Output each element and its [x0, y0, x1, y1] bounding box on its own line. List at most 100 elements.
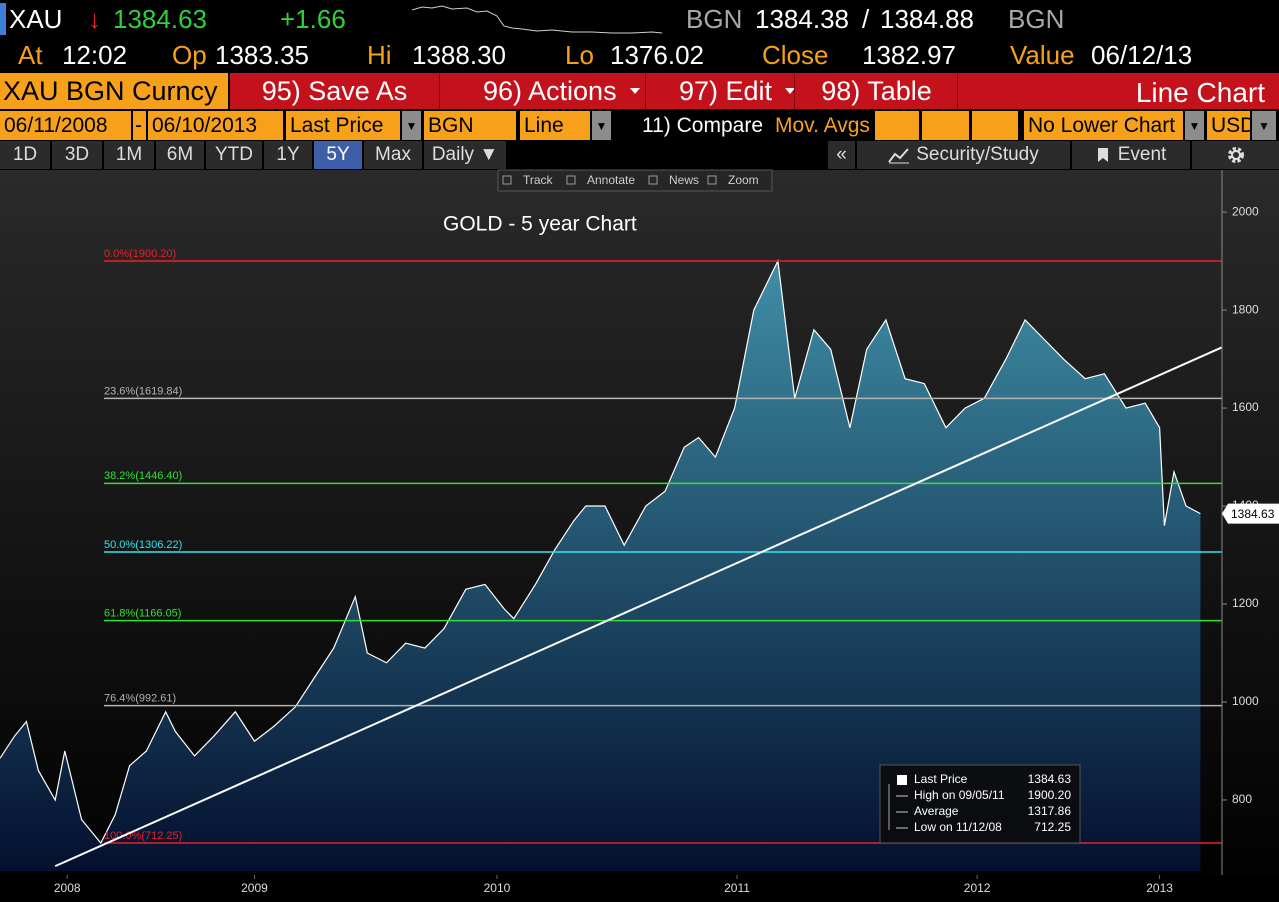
field-select[interactable]: Last Price [286, 111, 400, 140]
legend-frame [879, 764, 1081, 844]
dropdown-arrow[interactable]: ▼ [402, 111, 421, 140]
trendline [54, 346, 1223, 868]
fib-label: 23.6%(1619.84) [104, 385, 182, 397]
actions-button[interactable]: 96) Actions [441, 73, 646, 109]
low-label: Lo [565, 40, 594, 70]
net-change: +1.66 [280, 4, 346, 34]
lower-chart-select[interactable]: No Lower Chart [1024, 111, 1183, 140]
toolbar-icon [566, 175, 576, 185]
security-study-button[interactable]: Security/Study [857, 141, 1070, 169]
fib-label: 61.8%(1166.05) [104, 608, 181, 620]
security-field[interactable]: XAU BGN Curncy [0, 73, 228, 109]
mov-avgs-label: Mov. Avgs [775, 114, 870, 137]
period-tab[interactable]: 6M [156, 141, 204, 169]
low: 1376.02 [610, 40, 704, 70]
close-label: Close [762, 40, 829, 70]
edit-button[interactable]: 97) Edit [647, 73, 795, 109]
menu-bar [230, 73, 1279, 109]
legend-value: 1900.20 [1028, 788, 1072, 802]
security-study-label: Security/Study [916, 144, 1039, 165]
gear-icon [1227, 147, 1244, 163]
x-tick-label: 2013 [1146, 881, 1173, 895]
open: 1383.35 [215, 40, 309, 70]
period-tab[interactable]: 1D [0, 141, 50, 169]
legend-swatch [897, 775, 907, 785]
actions-label: 96) Actions [483, 75, 617, 106]
dropdown-caret [785, 88, 794, 94]
mov-avg-input[interactable] [922, 111, 969, 140]
period-tab[interactable]: 1Y [264, 141, 312, 169]
period-tab[interactable]: 5Y [314, 141, 362, 169]
legend-label: Low on 11/12/08 [914, 820, 1002, 834]
last-price-tag [1222, 503, 1279, 524]
bid: 1384.38 [755, 4, 849, 34]
bid-source: BGN [686, 4, 743, 34]
fib-label: 50.0%(1306.22) [104, 539, 182, 551]
last-price: 1384.63 [113, 4, 207, 34]
source-field[interactable]: BGN [424, 111, 516, 140]
collapse-button[interactable]: « [828, 141, 855, 169]
currency-select[interactable]: USD [1207, 111, 1255, 140]
high-label: Hi [367, 40, 392, 70]
ask: 1384.88 [880, 4, 974, 34]
event-icon [1097, 148, 1108, 162]
table-button[interactable]: 98) Table [796, 73, 958, 109]
period-tab[interactable]: Daily ▼ [424, 141, 506, 169]
sparkline [412, 5, 662, 34]
dropdown-arrow[interactable]: ▼ [1185, 111, 1204, 140]
legend-label: Last Price [914, 772, 968, 786]
focus-marker [0, 3, 6, 35]
end-date[interactable]: 06/10/2013 [148, 111, 283, 140]
save-as-button[interactable]: 95) Save As [230, 73, 440, 109]
ask-source: BGN [1008, 4, 1065, 34]
dropdown-arrow[interactable]: ▼ [592, 111, 611, 140]
chart-title: GOLD - 5 year Chart [443, 213, 637, 236]
event-button[interactable]: Event [1072, 141, 1190, 169]
y-tick-label: 1800 [1232, 302, 1259, 316]
close: 1382.97 [862, 40, 956, 70]
event-label: Event [1117, 144, 1167, 165]
direction-arrow: ↓ [88, 4, 101, 34]
price-area [0, 261, 1201, 871]
study-icon [888, 148, 910, 164]
last-price-tag-label: 1384.63 [1231, 507, 1275, 521]
fib-label: 76.4%(992.61) [104, 693, 176, 705]
x-tick-label: 2012 [964, 881, 991, 895]
start-date[interactable]: 06/11/2008 [0, 111, 131, 140]
y-tick-label: 2000 [1232, 204, 1259, 218]
compare-button[interactable]: 11) Compare [642, 114, 763, 137]
view-name: Line Chart [1135, 77, 1265, 108]
toolbar-button: News [669, 173, 699, 187]
price-line [0, 258, 1201, 845]
mov-avg-input[interactable] [972, 111, 1018, 140]
x-tick-label: 2010 [484, 881, 511, 895]
toolbar-button: Track [523, 173, 554, 187]
period-tab[interactable]: 1M [104, 141, 154, 169]
chart-toolbar: Track Annotate News Zoom [497, 169, 773, 192]
y-tick-label: 800 [1232, 792, 1252, 806]
legend-value: 1317.86 [1028, 804, 1072, 818]
settings-button[interactable] [1192, 141, 1279, 169]
edit-label: 97) Edit [679, 75, 773, 106]
ticker: XAU [9, 4, 63, 34]
legend-value: 712.25 [1034, 820, 1071, 834]
high: 1388.30 [412, 40, 506, 70]
period-tab[interactable]: Max [364, 141, 422, 169]
open-label: Op [172, 40, 207, 70]
dropdown-caret [629, 88, 640, 94]
fib-label: 0.0%(1900.20) [104, 248, 176, 260]
date-dash: - [133, 111, 146, 140]
fib-label: 38.2%(1446.40) [104, 470, 182, 482]
x-tick-label: 2008 [54, 881, 81, 895]
time-label: At [18, 40, 43, 70]
style-select[interactable]: Line [520, 111, 590, 140]
value-date-label: Value [1010, 40, 1075, 70]
y-tick-label: 1600 [1232, 400, 1259, 414]
legend-label: High on 09/05/11 [914, 788, 1005, 802]
x-axis-band [0, 875, 1279, 902]
mov-avg-input[interactable] [875, 111, 919, 140]
time: 12:02 [62, 40, 128, 70]
dropdown-arrow[interactable]: ▼ [1252, 111, 1276, 140]
period-tab[interactable]: YTD [206, 141, 262, 169]
period-tab[interactable]: 3D [52, 141, 102, 169]
